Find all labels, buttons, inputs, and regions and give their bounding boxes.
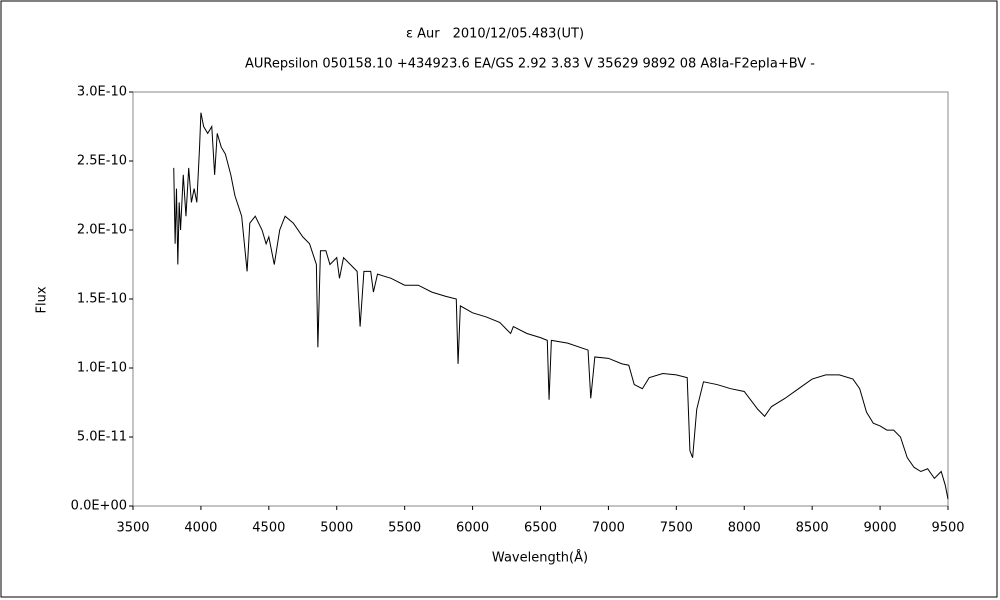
x-tick-label: 5000 (320, 521, 353, 536)
y-axis-label: Flux (35, 286, 50, 313)
y-tick-label: 2.5E-10 (77, 154, 127, 169)
x-tick-label: 6000 (456, 521, 489, 536)
y-tick-label: 5.0E-11 (77, 430, 127, 445)
y-tick-label: 0.0E+00 (71, 499, 127, 514)
y-tick-label: 1.0E-10 (77, 361, 127, 376)
x-tick-label: 5500 (388, 521, 421, 536)
x-tick-label: 8500 (796, 521, 829, 536)
plot-frame (132, 91, 949, 507)
y-tick-label: 1.5E-10 (77, 292, 127, 307)
x-tick-label: 4500 (252, 521, 285, 536)
x-tick-label: 9000 (864, 521, 897, 536)
x-tick-label: 4000 (184, 521, 217, 536)
x-axis-label: Wavelength(Å) (492, 550, 588, 566)
x-tick-label: 7500 (660, 521, 693, 536)
chart-subtitle: AURepsilon 050158.10 +434923.6 EA/GS 2.9… (245, 57, 815, 72)
x-tick-label: 6500 (524, 521, 557, 536)
x-tick-label: 8000 (728, 521, 761, 536)
spectrum-line (173, 112, 949, 500)
x-tick-label: 7000 (592, 521, 625, 536)
x-tick-label: 3500 (116, 521, 149, 536)
y-tick-label: 2.0E-10 (77, 223, 127, 238)
x-tick-label: 9500 (931, 521, 964, 536)
chart-title: ε Aur 2010/12/05.483(UT) (406, 27, 584, 42)
y-tick-label: 3.0E-10 (77, 85, 127, 100)
